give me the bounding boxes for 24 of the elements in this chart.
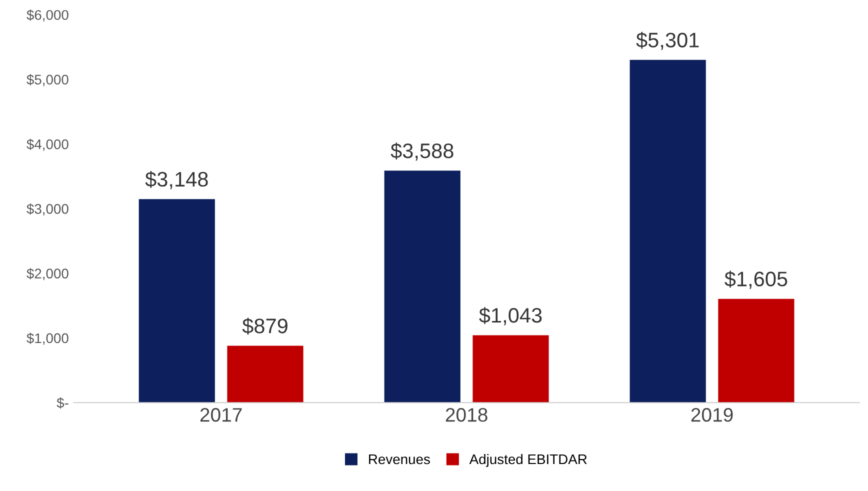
- bar: [472, 335, 549, 403]
- bar: [138, 199, 215, 403]
- y-tick-label: $2,000: [26, 268, 68, 280]
- bar: [630, 60, 706, 403]
- data-label: $1,605: [724, 270, 788, 289]
- data-label: $3,588: [390, 142, 454, 161]
- y-tick-label: $1,000: [26, 332, 68, 345]
- y-tick-label: $-: [56, 397, 68, 409]
- y-tick-label: $5,000: [26, 74, 68, 86]
- bar: [227, 346, 304, 403]
- data-label: $1,043: [479, 307, 542, 326]
- data-label: $3,148: [145, 171, 208, 190]
- data-label: $879: [242, 318, 288, 335]
- legend-label: Adjusted EBITDAR: [469, 454, 587, 467]
- x-tick-label: 2019: [691, 408, 733, 422]
- legend-label: Revenues: [369, 454, 430, 464]
- x-tick-label: 2018: [446, 408, 488, 422]
- y-tick-label: $6,000: [26, 9, 68, 22]
- bar: [384, 170, 460, 403]
- data-label: $5,301: [636, 32, 699, 50]
- y-tick-label: $4,000: [26, 138, 68, 151]
- x-tick-label: 2017: [200, 408, 242, 422]
- bar: [718, 298, 794, 403]
- y-tick-label: $3,000: [26, 203, 68, 216]
